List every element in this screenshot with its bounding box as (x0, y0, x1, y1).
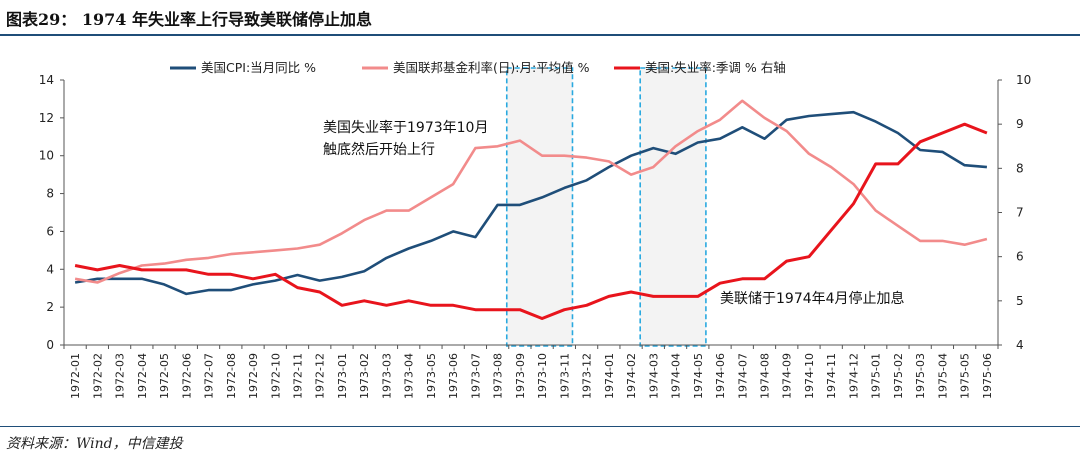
left-tick-label: 2 (46, 300, 54, 314)
x-tick-label: 1973-06 (447, 353, 460, 399)
x-tick-label: 1974-02 (625, 353, 638, 399)
right-tick-label: 10 (1016, 73, 1031, 87)
right-tick-label: 8 (1016, 161, 1024, 175)
x-tick-label: 1974-01 (603, 353, 616, 399)
x-tick-label: 1973-12 (581, 353, 594, 399)
x-tick-label: 1973-03 (380, 353, 393, 399)
x-tick-label: 1972-05 (158, 353, 171, 399)
x-tick-label: 1972-04 (136, 353, 149, 399)
x-tick-label: 1974-03 (647, 353, 660, 399)
legend: 美国CPI:当月同比 % 美国联邦基金利率(日):月:平均值 % 美国:失业率:季调… (170, 60, 786, 75)
x-tick-label: 1974-09 (781, 353, 794, 399)
axes-layer: 0 2 4 6 8 10 12 14 4 5 6 7 8 9 10 1972-01 1972-02 1972-03… (39, 73, 1032, 399)
x-tick-label: 1975-04 (936, 353, 949, 399)
x-tick-label: 1975-01 (870, 353, 883, 399)
x-tick-label: 1972-07 (203, 353, 216, 399)
x-tick-label: 1973-09 (514, 353, 527, 399)
annotation-text: 美联储于1974年4月停止加息 (720, 290, 905, 307)
footer-rule (0, 426, 1080, 427)
highlight-layer (505, 67, 707, 347)
series-line-2 (74, 99, 988, 284)
title-rule (0, 34, 1080, 36)
highlight-box-1 (505, 67, 574, 347)
x-tick-label: 1975-02 (892, 353, 905, 399)
x-tick-label: 1974-04 (670, 353, 683, 399)
x-tick-label: 1972-10 (269, 353, 282, 399)
source-note: 资料来源：Wind，中信建投 (6, 436, 183, 452)
x-tick-label: 1972-03 (114, 353, 127, 399)
series-line-1 (74, 110, 988, 296)
x-tick-label: 1972-12 (314, 353, 327, 399)
x-tick-label: 1974-08 (759, 353, 772, 399)
x-tick-label: 1974-06 (714, 353, 727, 399)
series-layer (74, 99, 988, 320)
left-tick-label: 10 (39, 149, 54, 163)
right-tick-label: 7 (1016, 206, 1024, 220)
x-tick-label: 1974-05 (692, 353, 705, 399)
x-tick-label: 1973-10 (536, 353, 549, 399)
annotation-text: 美国失业率于1973年10月 (323, 119, 488, 136)
left-tick-label: 8 (46, 187, 54, 201)
x-tick-label: 1974-11 (825, 353, 838, 399)
x-tick-label: 1974-10 (803, 353, 816, 399)
x-tick-label: 1973-07 (469, 353, 482, 399)
series-line-3 (74, 122, 988, 320)
x-tick-label: 1974-07 (736, 353, 749, 399)
annotation-text: 触底然后开始上行 (323, 141, 435, 158)
left-tick-label: 4 (46, 262, 54, 276)
right-tick-label: 6 (1016, 250, 1024, 264)
line-chart: 0 2 4 6 8 10 12 14 4 5 6 7 8 9 10 1972-01 1972-02 1972-03… (39, 60, 1032, 399)
left-tick-label: 12 (39, 111, 54, 125)
x-tick-label: 1973-05 (425, 353, 438, 399)
highlight-box-2 (639, 67, 707, 347)
left-tick-label: 0 (46, 338, 54, 352)
x-tick-label: 1973-04 (403, 353, 416, 399)
left-tick-label: 6 (46, 224, 54, 238)
x-tick-label: 1973-08 (492, 353, 505, 399)
right-tick-label: 4 (1016, 338, 1024, 352)
figure-title: 图表29： 1974 年失业率上行导致美联储停止加息 (6, 10, 372, 29)
x-tick-label: 1972-06 (180, 353, 193, 399)
x-tick-label: 1973-11 (558, 353, 571, 399)
legend-label-3: 美国:失业率:季调 % 右轴 (645, 60, 786, 75)
x-tick-label: 1972-08 (225, 353, 238, 399)
right-tick-label: 9 (1016, 117, 1024, 131)
x-tick-label: 1973-02 (358, 353, 371, 399)
legend-label-2: 美国联邦基金利率(日):月:平均值 % (393, 60, 590, 75)
x-tick-label: 1975-05 (959, 353, 972, 399)
x-tick-label: 1972-11 (292, 353, 305, 399)
legend-label-1: 美国CPI:当月同比 % (201, 60, 316, 75)
x-tick-label: 1972-02 (91, 353, 104, 399)
x-tick-label: 1974-12 (847, 353, 860, 399)
x-tick-label: 1975-03 (914, 353, 927, 399)
x-tick-label: 1975-06 (981, 353, 994, 399)
right-tick-label: 5 (1016, 294, 1024, 308)
x-tick-label: 1972-09 (247, 353, 260, 399)
left-tick-label: 14 (39, 73, 54, 87)
x-tick-label: 1972-01 (69, 353, 82, 399)
x-tick-label: 1973-01 (336, 353, 349, 399)
